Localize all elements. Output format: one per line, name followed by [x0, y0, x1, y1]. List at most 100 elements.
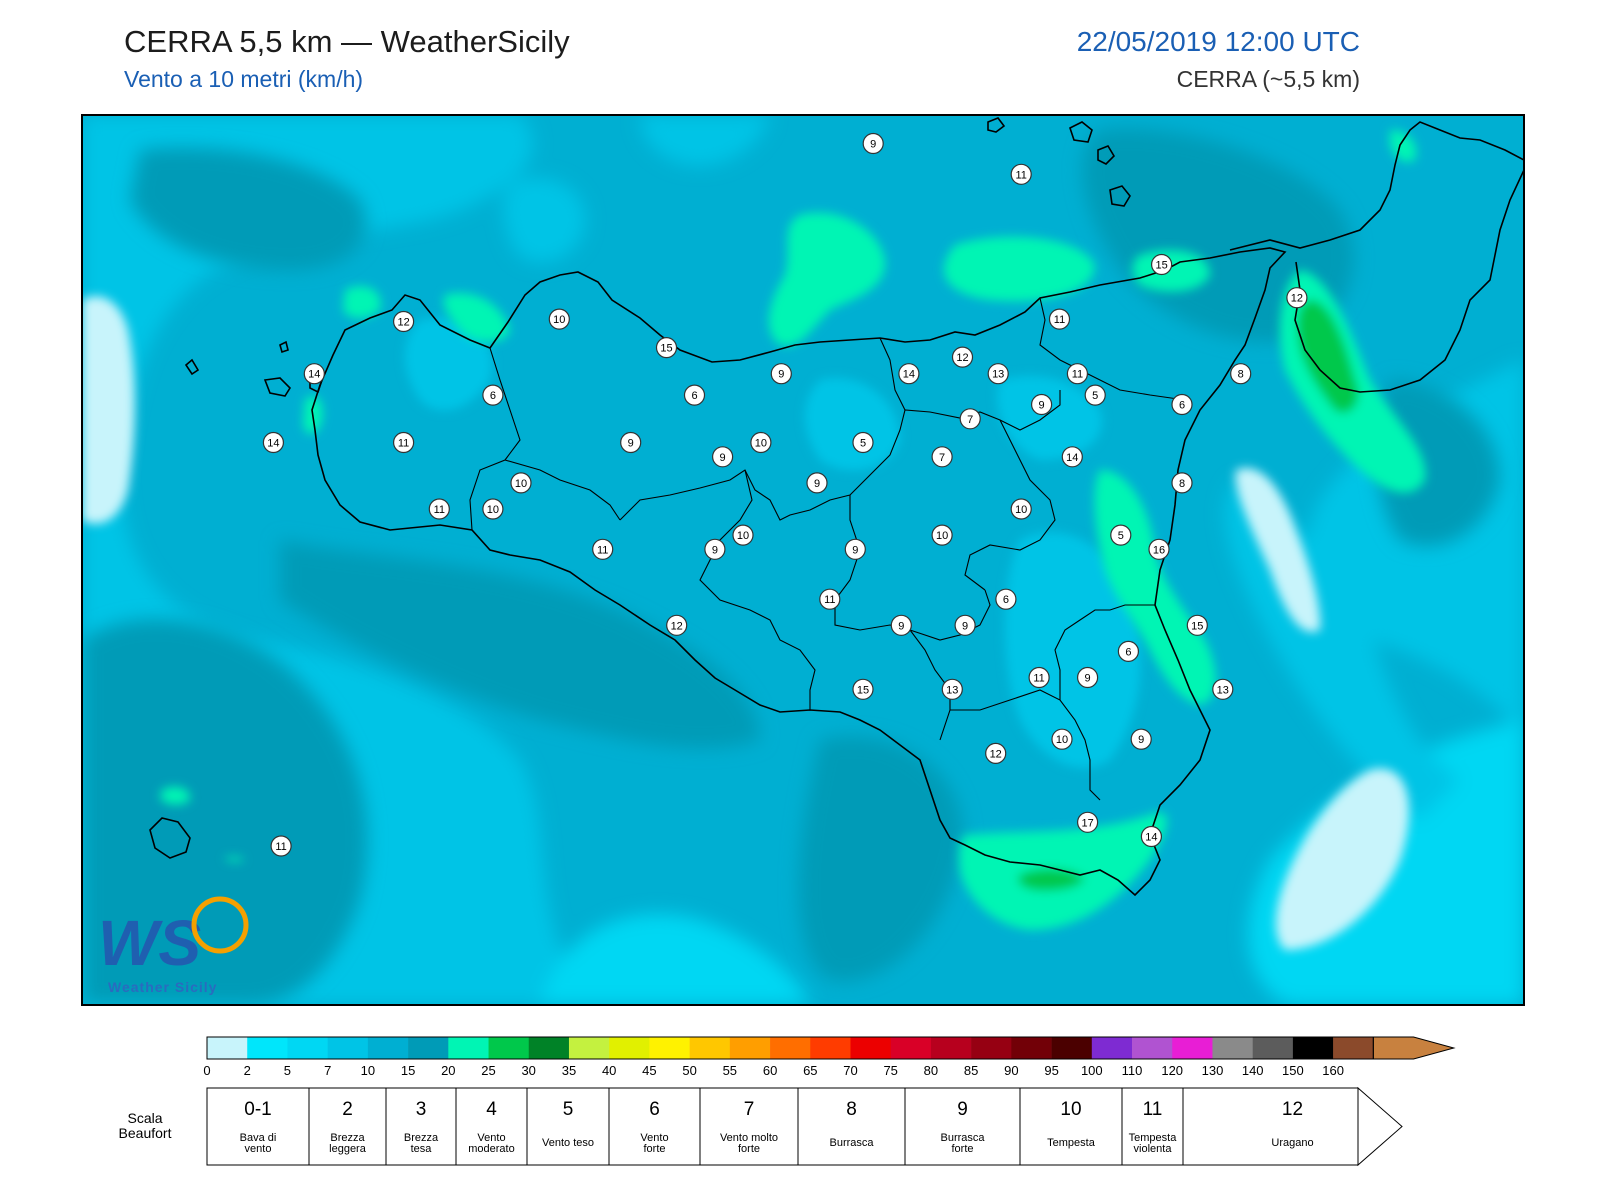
colorbar-tick-label: 10 [361, 1063, 375, 1078]
station-circle [931, 524, 953, 546]
station-circle [1186, 614, 1208, 636]
station-value: 14 [903, 369, 915, 381]
station-circle [262, 431, 284, 454]
station-marker: 10 [510, 472, 532, 494]
station-value: 6 [691, 390, 697, 402]
station-value: 12 [671, 620, 683, 632]
beaufort-desc: Brezza [404, 1132, 439, 1144]
station-circle [1084, 384, 1106, 406]
station-marker: 11 [428, 498, 450, 520]
station-circle [428, 498, 450, 520]
colorbar-segment [1132, 1037, 1173, 1059]
station-circle [303, 363, 325, 385]
station-value: 12 [956, 352, 968, 364]
station-value: 11 [597, 544, 608, 556]
station-value: 9 [898, 620, 904, 632]
colorbar-tick-label: 35 [562, 1063, 576, 1078]
station-circle [1171, 393, 1193, 416]
station-circle [1140, 825, 1163, 848]
station-marker: 9 [704, 538, 726, 560]
station-marker: 14 [898, 363, 920, 385]
station-marker: 9 [711, 446, 734, 468]
beaufort-desc: Vento molto [720, 1132, 778, 1144]
station-value: 15 [1155, 260, 1167, 272]
station-value: 8 [1238, 369, 1244, 381]
station-circle [683, 384, 706, 406]
station-marker: 7 [959, 408, 981, 430]
station-marker: 11 [592, 538, 614, 560]
station-circle [750, 431, 772, 454]
station-marker: 15 [1150, 253, 1173, 276]
beaufort-number: 8 [846, 1099, 857, 1120]
station-marker: 5 [1110, 524, 1132, 546]
station-marker: 6 [1171, 393, 1193, 416]
beaufort-desc: Uragano [1271, 1137, 1313, 1149]
station-circle [852, 678, 874, 700]
station-circle [959, 408, 981, 430]
station-marker: 9 [954, 614, 976, 636]
station-value: 11 [275, 841, 286, 853]
station-value: 10 [936, 530, 948, 542]
station-marker: 9 [1076, 666, 1099, 689]
station-circle [548, 308, 570, 330]
station-marker: 9 [770, 363, 792, 385]
station-marker: 5 [1084, 384, 1106, 406]
beaufort-desc-2: forte [643, 1143, 665, 1155]
map-frame [81, 114, 1525, 1006]
beaufort-desc-2: vento [245, 1143, 272, 1155]
beaufort-arrow [1357, 1086, 1403, 1167]
colorbar-segment [207, 1037, 248, 1059]
beaufort-desc: Vento [477, 1132, 505, 1144]
beaufort-number: 6 [649, 1099, 660, 1120]
station-marker: 8 [1171, 472, 1193, 494]
colorbar-tick-label: 130 [1202, 1063, 1224, 1078]
colorbar-segment [1172, 1037, 1213, 1059]
station-marker: 9 [620, 431, 642, 454]
station-circle [1061, 446, 1083, 468]
station-circle [819, 588, 841, 610]
station-circle [1010, 163, 1032, 185]
station-circle [890, 614, 912, 636]
station-marker: 11 [393, 431, 415, 454]
station-circle [1150, 253, 1173, 276]
colorbar-tick-label: 30 [521, 1063, 535, 1078]
station-marker: 10 [931, 524, 953, 546]
colorbar-tick-label: 65 [803, 1063, 817, 1078]
station-circle [931, 446, 953, 468]
colorbar-tick-label: 80 [924, 1063, 938, 1078]
station-value: 5 [1118, 530, 1124, 542]
colorbar-tick-label: 0 [203, 1063, 210, 1078]
station-marker: 9 [862, 132, 884, 155]
station-value: 7 [967, 414, 973, 426]
colorbar-segment [930, 1037, 972, 1059]
model-label: CERRA (~5,5 km) [1176, 66, 1360, 92]
beaufort-desc-2: moderato [468, 1143, 514, 1155]
station-marker: 13 [1212, 678, 1234, 700]
beaufort-desc-2: forte [738, 1143, 760, 1155]
station-marker: 15 [1186, 614, 1208, 636]
colorbar-segment [810, 1037, 851, 1059]
station-circle [1076, 811, 1099, 833]
station-value: 12 [397, 317, 409, 329]
colorbar-segment [1212, 1037, 1253, 1059]
station-value: 15 [857, 684, 869, 696]
station-value: 9 [1085, 673, 1091, 685]
station-value: 15 [1191, 620, 1203, 632]
colorbar-segment [327, 1037, 369, 1059]
colorbar-tick-label: 75 [883, 1063, 897, 1078]
station-value: 11 [434, 504, 445, 516]
station-value: 10 [515, 478, 527, 490]
colorbar-segment [488, 1037, 530, 1059]
station-circle [1117, 640, 1140, 663]
station-marker: 10 [1010, 498, 1032, 520]
colorbar-segment [528, 1037, 570, 1059]
station-circle [1048, 308, 1071, 330]
station-circle [1148, 538, 1170, 560]
colorbar-tick-label: 150 [1282, 1063, 1304, 1078]
station-circle [482, 384, 504, 406]
station-circle [1076, 666, 1099, 689]
station-circle [995, 588, 1017, 610]
colorbar-tick-label: 55 [723, 1063, 737, 1078]
station-circle [666, 614, 688, 636]
station-marker: 10 [1051, 728, 1073, 750]
